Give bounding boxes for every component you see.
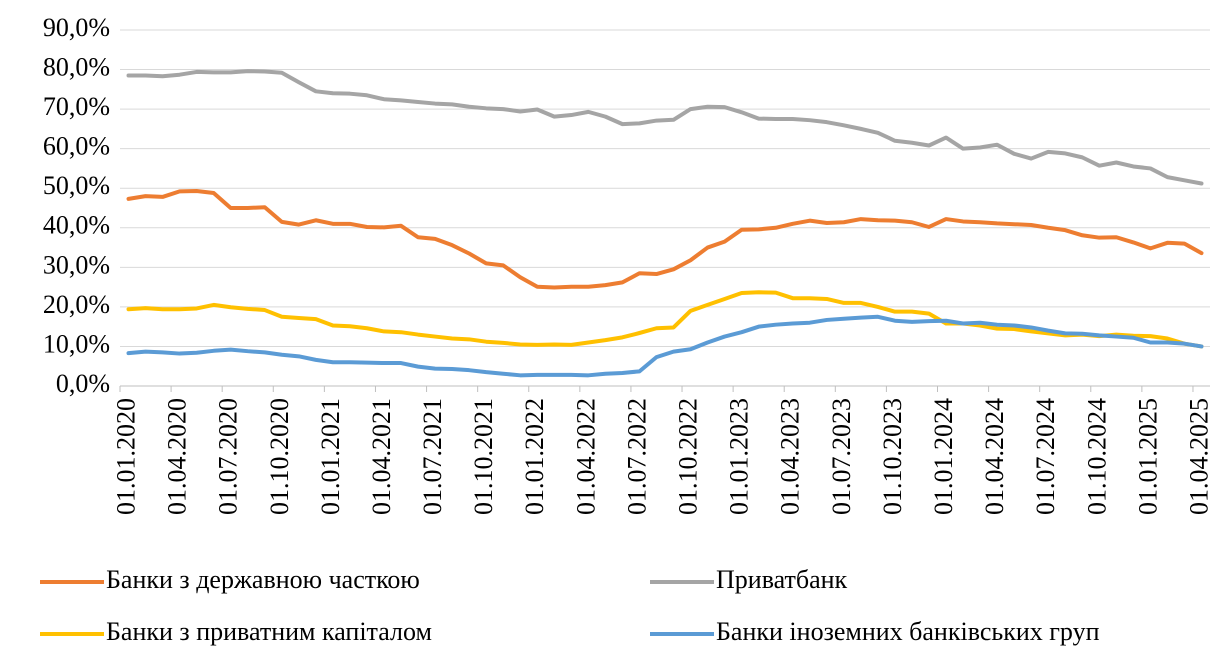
x-tick-label: 01.01.2025: [1133, 398, 1162, 515]
y-tick-label: 0,0%: [56, 369, 110, 398]
x-tick-label: 01.04.2024: [980, 398, 1009, 515]
x-tick-label: 01.10.2021: [469, 398, 498, 515]
x-tick-label: 01.07.2023: [827, 398, 856, 515]
legend-label: Банки іноземних банківських груп: [716, 617, 1100, 646]
y-tick-label: 30,0%: [43, 250, 110, 279]
x-tick-label: 01.10.2023: [878, 398, 907, 515]
series-line: [126, 69, 1204, 186]
x-tick-label: 01.04.2020: [163, 398, 192, 515]
series-line: [126, 188, 1204, 290]
x-tick-label: 01.07.2020: [214, 398, 243, 515]
x-tick-label: 01.04.2025: [1184, 398, 1211, 515]
x-tick-label: 01.10.2024: [1082, 398, 1111, 515]
x-tick-label: 01.01.2021: [316, 398, 345, 515]
x-tick-label: 01.07.2024: [1031, 398, 1060, 515]
y-tick-label: 80,0%: [43, 53, 110, 82]
x-tick-label: 01.04.2021: [367, 398, 396, 515]
y-tick-label: 40,0%: [43, 211, 110, 240]
y-tick-label: 20,0%: [43, 290, 110, 319]
y-tick-label: 90,0%: [43, 13, 110, 42]
x-tick-label: 01.01.2022: [520, 398, 549, 515]
x-tick-label: 01.04.2023: [776, 398, 805, 515]
x-tick-label: 01.01.2024: [929, 398, 958, 515]
y-tick-label: 70,0%: [43, 92, 110, 121]
x-tick-label: 01.07.2021: [418, 398, 447, 515]
x-tick-label: 01.10.2020: [265, 398, 294, 515]
x-tick-label: 01.01.2023: [725, 398, 754, 515]
legend-label: Приватбанк: [716, 565, 848, 594]
series-line: [126, 290, 1204, 349]
legend-label: Банки з державною часткою: [106, 565, 420, 594]
series-line: [126, 314, 1204, 378]
y-tick-label: 10,0%: [43, 329, 110, 358]
x-tick-label: 01.01.2020: [111, 398, 140, 515]
y-tick-label: 60,0%: [43, 132, 110, 161]
x-tick-label: 01.04.2022: [571, 398, 600, 515]
legend-label: Банки з приватним капіталом: [106, 617, 432, 646]
y-tick-label: 50,0%: [43, 171, 110, 200]
x-tick-label: 01.10.2022: [674, 398, 703, 515]
x-tick-label: 01.07.2022: [622, 398, 651, 515]
